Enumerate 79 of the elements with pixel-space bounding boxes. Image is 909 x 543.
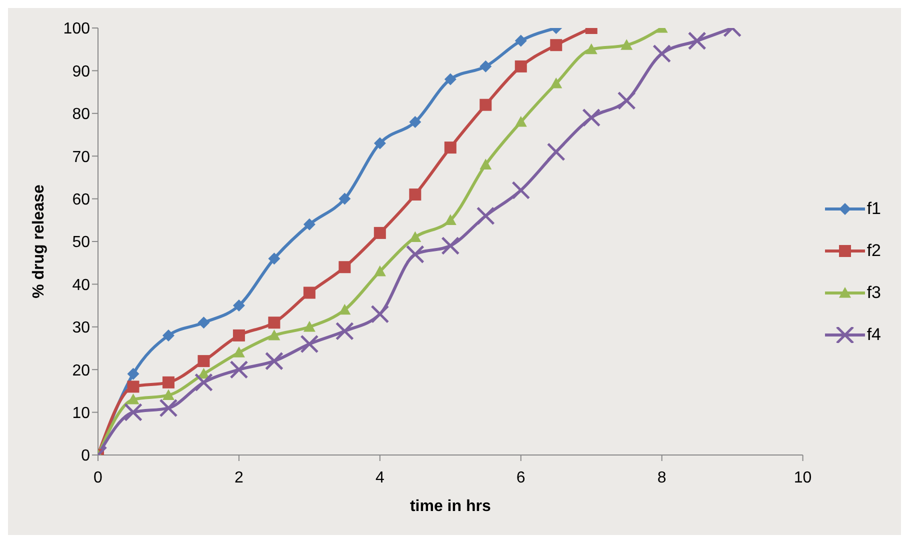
point bbox=[127, 380, 140, 393]
point bbox=[550, 39, 562, 52]
legend-label: f2 bbox=[866, 240, 881, 260]
y-tick-label: 40 bbox=[72, 276, 90, 294]
point bbox=[617, 91, 636, 110]
point bbox=[444, 214, 456, 225]
point bbox=[268, 316, 280, 329]
point bbox=[268, 252, 280, 265]
y-tick-label: 10 bbox=[72, 404, 90, 422]
point bbox=[338, 192, 351, 205]
x-tick-label: 0 bbox=[94, 469, 103, 486]
y-tick-label: 50 bbox=[72, 234, 90, 252]
point bbox=[374, 226, 386, 239]
point bbox=[303, 218, 316, 230]
point bbox=[406, 245, 424, 264]
y-tick-label: 80 bbox=[72, 106, 90, 124]
point bbox=[480, 60, 492, 72]
point bbox=[476, 206, 495, 226]
y-tick-label: 60 bbox=[72, 191, 90, 208]
point bbox=[480, 98, 492, 111]
point bbox=[514, 34, 527, 47]
legend-label: f4 bbox=[866, 324, 881, 344]
point bbox=[124, 403, 142, 422]
y-tick-label: 100 bbox=[63, 20, 90, 38]
point bbox=[232, 300, 245, 312]
point bbox=[303, 286, 316, 299]
point bbox=[409, 188, 422, 201]
point bbox=[268, 329, 280, 340]
legend-label: f1 bbox=[866, 198, 881, 218]
point bbox=[652, 44, 672, 63]
point bbox=[514, 60, 527, 72]
x-tick-label: 6 bbox=[516, 469, 526, 486]
point bbox=[338, 304, 351, 315]
point bbox=[127, 368, 140, 380]
point bbox=[264, 352, 284, 370]
point bbox=[300, 334, 319, 354]
y-tick-label: 70 bbox=[72, 148, 90, 166]
point bbox=[409, 116, 422, 128]
y-axis-title: % drug release bbox=[30, 184, 48, 298]
y-tick-label: 0 bbox=[81, 448, 90, 465]
point bbox=[444, 142, 456, 154]
point bbox=[585, 43, 598, 54]
point bbox=[162, 376, 174, 388]
point bbox=[335, 322, 354, 340]
y-tick-label: 90 bbox=[72, 63, 90, 80]
point bbox=[441, 236, 460, 256]
point bbox=[162, 329, 174, 342]
point bbox=[409, 231, 422, 242]
point bbox=[303, 320, 316, 332]
x-tick-label: 8 bbox=[657, 469, 666, 486]
point bbox=[546, 142, 566, 162]
point bbox=[127, 393, 140, 404]
legend-label: f3 bbox=[866, 282, 881, 302]
point bbox=[374, 137, 386, 150]
y-tick-label: 30 bbox=[72, 320, 90, 337]
point bbox=[688, 32, 706, 50]
point bbox=[550, 78, 562, 88]
point bbox=[232, 346, 245, 358]
y-tick-label: 20 bbox=[72, 362, 90, 380]
point bbox=[374, 265, 386, 276]
point bbox=[198, 316, 210, 329]
point bbox=[444, 73, 456, 86]
point bbox=[480, 158, 492, 170]
point bbox=[370, 304, 390, 324]
x-tick-label: 10 bbox=[794, 469, 812, 486]
point bbox=[514, 116, 527, 127]
point bbox=[582, 108, 601, 127]
point bbox=[232, 329, 245, 342]
x-axis-title: time in hrs bbox=[410, 498, 491, 515]
point bbox=[512, 181, 530, 200]
point bbox=[338, 261, 351, 274]
point bbox=[230, 360, 248, 379]
x-tick-label: 2 bbox=[234, 469, 244, 486]
point bbox=[198, 355, 210, 368]
x-tick-label: 4 bbox=[375, 469, 384, 486]
point bbox=[194, 373, 213, 392]
point bbox=[159, 398, 178, 418]
point bbox=[620, 39, 633, 50]
point bbox=[162, 389, 174, 400]
